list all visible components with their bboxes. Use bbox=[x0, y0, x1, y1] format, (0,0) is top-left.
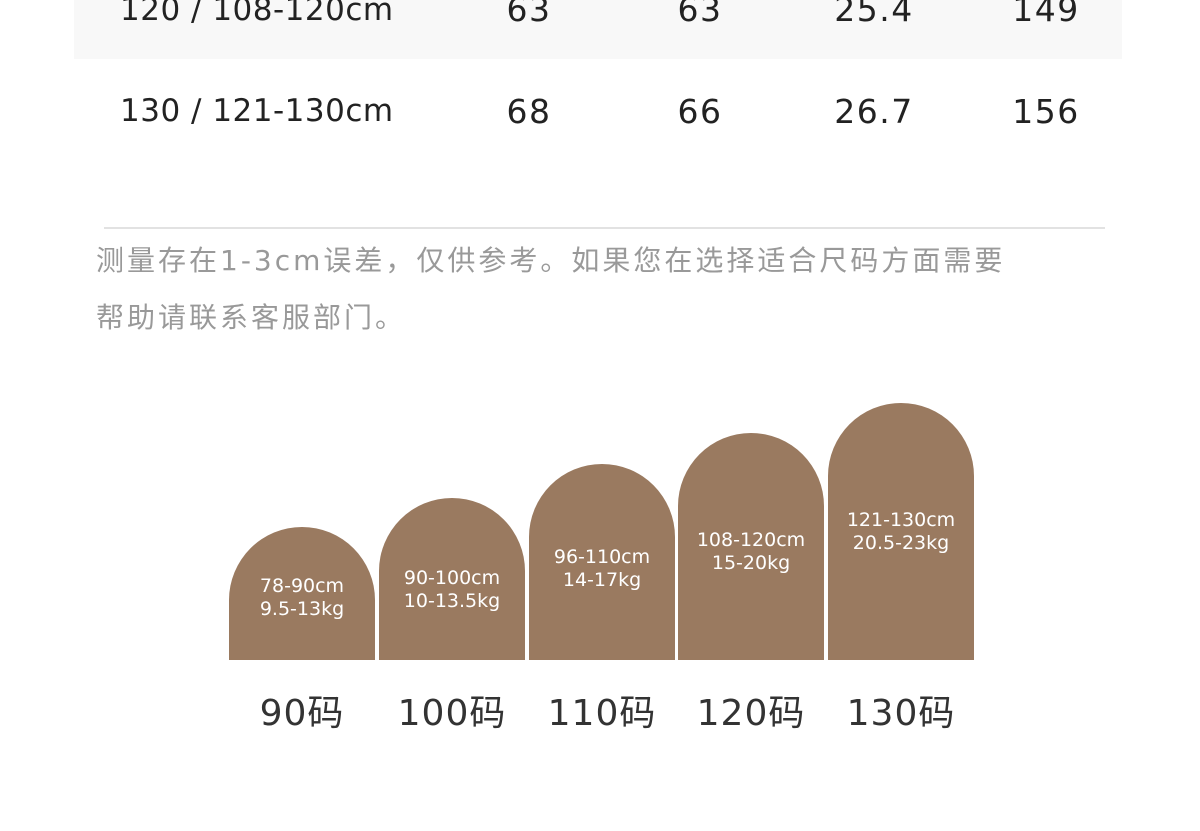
weight-range: 10-13.5kg bbox=[403, 590, 501, 612]
measure-cell: 68 bbox=[506, 91, 552, 131]
size-cell: 120 / 108-120cm bbox=[120, 0, 394, 28]
weight-range: 14-17kg bbox=[562, 569, 642, 591]
size-label-110: 110码 bbox=[547, 693, 657, 734]
size-arch-110: 96-110cm 14-17kg bbox=[529, 464, 675, 660]
measure-cell: 25.4 bbox=[834, 0, 914, 29]
weight-range: 20.5-23kg bbox=[852, 532, 950, 554]
size-arch-90: 78-90cm 9.5-13kg bbox=[229, 527, 375, 660]
measure-cell: 66 bbox=[677, 91, 723, 131]
table-row: 130 / 121-130cm 68 66 26.7 156 bbox=[74, 59, 1122, 163]
size-arch-100: 90-100cm 10-13.5kg bbox=[379, 498, 525, 660]
size-label-100: 100码 bbox=[397, 693, 507, 734]
size-arch-130: 121-130cm 20.5-23kg bbox=[828, 403, 974, 660]
table-row: 120 / 108-120cm 63 63 25.4 149 bbox=[74, 0, 1122, 59]
size-label-90: 90码 bbox=[259, 693, 345, 734]
weight-range: 15-20kg bbox=[711, 552, 791, 574]
measure-cell: 63 bbox=[506, 0, 552, 29]
height-range: 78-90cm bbox=[259, 575, 345, 597]
height-range: 108-120cm bbox=[696, 529, 806, 551]
measure-cell: 63 bbox=[677, 0, 723, 29]
height-range: 121-130cm bbox=[846, 509, 956, 531]
section-divider bbox=[104, 227, 1105, 229]
measure-cell: 156 bbox=[1012, 91, 1080, 131]
measure-cell: 149 bbox=[1012, 0, 1080, 29]
height-range: 90-100cm bbox=[403, 567, 501, 589]
note-line-2: 帮助请联系客服部门。 bbox=[96, 301, 407, 334]
size-label-130: 130码 bbox=[846, 693, 956, 734]
note-line-1: 测量存在1-3cm误差，仅供参考。如果您在选择适合尺码方面需要 bbox=[96, 244, 1006, 277]
height-range: 96-110cm bbox=[553, 546, 651, 568]
size-cell: 130 / 121-130cm bbox=[120, 93, 394, 129]
size-arch-120: 108-120cm 15-20kg bbox=[678, 433, 824, 660]
measure-cell: 26.7 bbox=[834, 91, 914, 131]
weight-range: 9.5-13kg bbox=[259, 598, 345, 620]
size-label-120: 120码 bbox=[696, 693, 806, 734]
measurement-note: 测量存在1-3cm误差，仅供参考。如果您在选择适合尺码方面需要 帮助请联系客服部… bbox=[96, 232, 1106, 346]
